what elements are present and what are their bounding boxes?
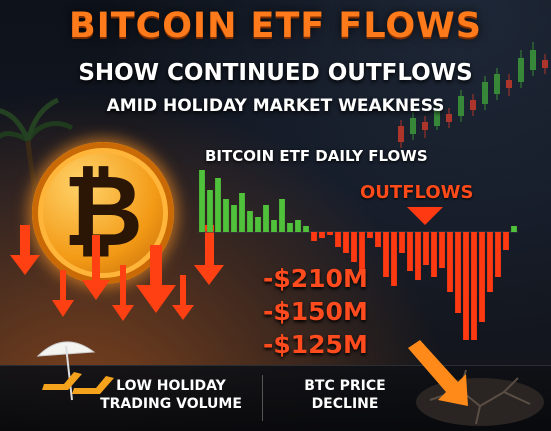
outflow-bar (431, 232, 437, 277)
bitcoin-symbol: ₿ (63, 155, 143, 269)
headline-subtitle: SHOW CONTINUED OUTFLOWS (78, 60, 473, 86)
outflow-bar (471, 232, 477, 340)
inflow-bar (231, 205, 237, 232)
inflow-bar (511, 226, 517, 232)
inflow-bar (223, 199, 229, 232)
inflow-bar (263, 205, 269, 232)
outflow-amount-2: -$150M (263, 297, 368, 326)
outflow-bar (367, 232, 373, 238)
inflow-bar (247, 211, 253, 232)
outflow-bar (495, 232, 501, 277)
outflow-bar (343, 232, 349, 253)
inflow-bar (255, 217, 261, 232)
inflow-bar (199, 170, 205, 232)
headline-tagline: AMID HOLIDAY MARKET WEAKNESS (106, 96, 445, 116)
footer-left-line1: LOW HOLIDAY (116, 378, 226, 394)
footer-right-line2: DECLINE (311, 396, 379, 412)
outflow-bar (335, 232, 341, 247)
outflow-bar (423, 232, 429, 265)
beach-chair-icon (42, 372, 114, 394)
outflow-bar (455, 232, 461, 313)
inflow-bar (207, 190, 213, 232)
outflow-bar (487, 232, 493, 292)
outflow-bar (439, 232, 445, 268)
inflow-bar (279, 199, 285, 232)
candle (458, 90, 464, 122)
outflow-bar (359, 232, 365, 271)
chart-title: BITCOIN ETF DAILY FLOWS (205, 147, 428, 165)
outflow-bar (415, 232, 421, 280)
outflow-bar (375, 232, 381, 247)
candle (482, 76, 488, 110)
outflow-amount-3: -$125M (263, 330, 368, 359)
outflow-bar (399, 232, 405, 253)
candle (542, 54, 548, 74)
candle (434, 104, 440, 130)
outflows-pointer-icon (407, 207, 443, 225)
inflow-bar (287, 223, 293, 232)
etf-flows-chart (198, 170, 518, 340)
candlestick-chart-icon (398, 42, 548, 148)
candle (494, 68, 500, 100)
inflow-bar (271, 220, 277, 232)
down-arrow-icon (10, 225, 224, 321)
headline-title: BITCOIN ETF FLOWS (69, 6, 482, 46)
footer-left-line2: TRADING VOLUME (100, 396, 242, 412)
candle (410, 112, 416, 140)
crack-icon (408, 340, 544, 426)
footer-right-caption: BTC PRICE DECLINE (285, 377, 405, 413)
down-arrows (10, 225, 224, 321)
candle (446, 108, 452, 128)
inflow-bar (239, 193, 245, 232)
outflows-annotation: OUTFLOWS (360, 182, 474, 203)
outflow-bar (327, 232, 333, 235)
outflow-bar (319, 232, 325, 238)
outflow-amount-1: -$210M (263, 264, 368, 293)
outflow-bar (503, 232, 509, 250)
outflow-bar (463, 232, 469, 340)
candle (518, 50, 524, 88)
outflow-bar (479, 232, 485, 322)
footer-right-line1: BTC PRICE (304, 378, 386, 394)
outflow-bar (383, 232, 389, 277)
inflow-bar (215, 178, 221, 232)
candle (422, 116, 428, 138)
candle (398, 120, 404, 148)
inflow-bar (303, 226, 309, 232)
candle (470, 94, 476, 116)
down-arrow-icon (408, 340, 468, 406)
footer-left-caption: LOW HOLIDAY TRADING VOLUME (96, 377, 246, 413)
outflow-bar (447, 232, 453, 292)
inflow-bar (295, 220, 301, 232)
outflow-bar (351, 232, 357, 262)
outflow-bar (311, 232, 317, 241)
outflow-bar (391, 232, 397, 286)
footer-divider (262, 375, 263, 421)
beach-umbrella-icon (36, 341, 96, 401)
candle (530, 42, 536, 76)
outflow-bar (407, 232, 413, 271)
candle (506, 74, 512, 96)
